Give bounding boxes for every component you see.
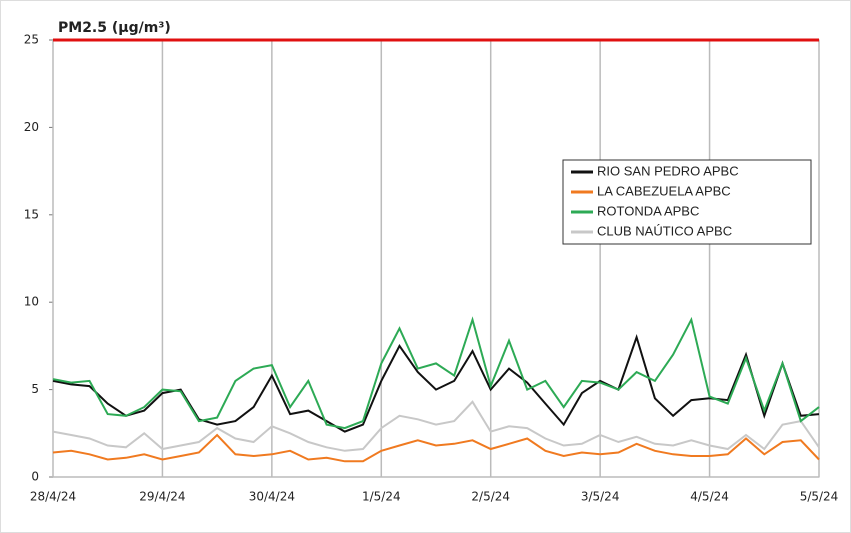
legend-label: LA CABEZUELA APBC [597,183,731,198]
series-line [52,316,820,430]
x-tick-label: 29/4/24 [139,490,185,504]
series-line [52,433,820,463]
chart-title: PM2.5 (µg/m³) [58,20,171,36]
legend-box [562,159,812,245]
y-tick-label: 20 [24,120,39,134]
legend-label: CLUB NAÚTICO APBC [597,223,732,238]
y-tick-label: 0 [31,470,39,484]
legend-label: ROTONDA APBC [597,203,699,218]
y-tick-label: 10 [24,295,39,309]
series-line [52,333,820,433]
x-tick-label: 28/4/24 [30,490,76,504]
x-tick-label: 30/4/24 [249,490,295,504]
x-tick-label: 4/5/24 [690,490,729,504]
y-tick-label: 5 [31,382,39,396]
series-line [52,400,820,452]
x-tick-label: 2/5/24 [471,490,510,504]
x-tick-label: 3/5/24 [581,490,620,504]
x-tick-label: 1/5/24 [362,490,401,504]
legend-label: RIO SAN PEDRO APBC [597,163,739,178]
y-tick-label: 25 [24,33,39,47]
x-tick-label: 5/5/24 [800,490,839,504]
y-tick-label: 15 [24,207,39,221]
